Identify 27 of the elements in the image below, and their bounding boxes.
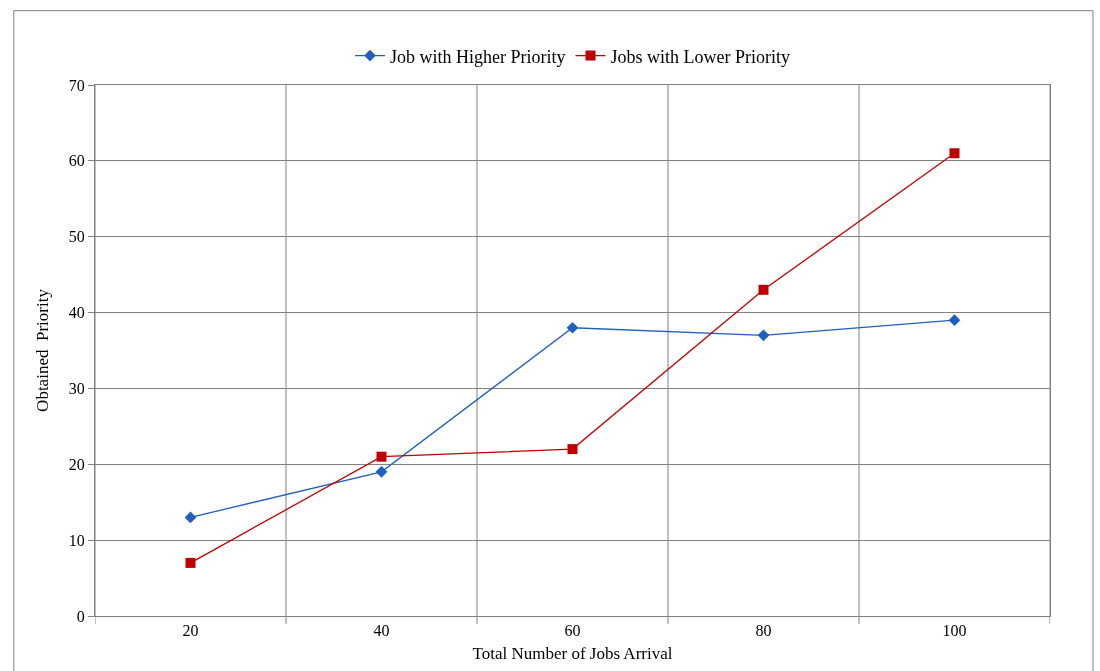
x-tick-label: 80 xyxy=(755,622,772,640)
y-tick-label: 20 xyxy=(68,455,85,473)
x-axis-title: Total Number of Jobs Arrival xyxy=(472,643,673,663)
y-tick-label: 60 xyxy=(68,152,85,170)
point xyxy=(184,511,197,524)
point xyxy=(948,314,961,327)
legend-label: Jobs with Lower Priority xyxy=(610,46,790,67)
x-tick-label: 40 xyxy=(373,622,390,640)
y-tick-label: 70 xyxy=(68,76,85,94)
point xyxy=(566,321,579,334)
y-tick-label: 30 xyxy=(68,380,85,398)
point xyxy=(949,148,960,159)
point xyxy=(375,466,388,478)
point xyxy=(567,444,578,455)
y-tick-label: 0 xyxy=(76,607,85,625)
y-axis-title: Obtained Priority xyxy=(33,288,53,412)
x-tick-label: 60 xyxy=(564,622,581,640)
point xyxy=(376,451,387,462)
x-tick-label: 20 xyxy=(182,622,199,640)
x-tick-label: 100 xyxy=(942,622,967,640)
point xyxy=(185,557,196,568)
point xyxy=(758,284,769,295)
y-tick-label: 10 xyxy=(68,531,85,549)
y-tick-label: 50 xyxy=(68,228,85,246)
legend-label: Job with Higher Priority xyxy=(390,46,566,67)
y-tick-label: 40 xyxy=(68,304,85,322)
point xyxy=(757,329,770,342)
